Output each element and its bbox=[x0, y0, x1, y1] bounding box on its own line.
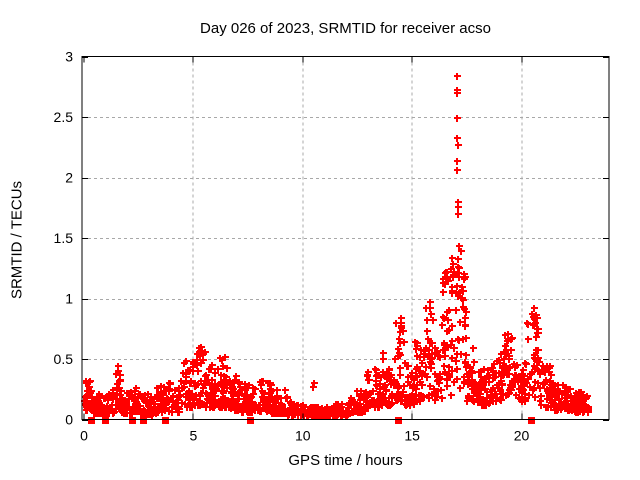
x-tick-label: 5 bbox=[189, 428, 197, 444]
y-tick-label: 1 bbox=[65, 291, 73, 307]
data-points bbox=[81, 73, 592, 420]
gridlines bbox=[82, 56, 609, 420]
y-tick-label: 2.5 bbox=[54, 109, 74, 125]
tick-labels: 0 5 10 15 20 0 0.5 1 1.5 2 2.5 3 bbox=[54, 49, 530, 444]
y-tick-label: 2 bbox=[65, 170, 73, 186]
x-tick-label: 10 bbox=[295, 428, 311, 444]
y-tick-label: 0 bbox=[65, 412, 73, 428]
zero-marker-square bbox=[88, 417, 95, 424]
x-tick-label: 0 bbox=[80, 428, 88, 444]
zero-markers bbox=[88, 417, 535, 424]
y-tick-label: 0.5 bbox=[54, 351, 74, 367]
zero-marker-square bbox=[102, 417, 109, 424]
zero-marker-square bbox=[140, 417, 147, 424]
x-axis-label: GPS time / hours bbox=[288, 452, 403, 469]
zero-marker-square bbox=[395, 417, 402, 424]
chart-title: Day 026 of 2023, SRMTID for receiver acs… bbox=[200, 20, 491, 37]
axes bbox=[81, 56, 610, 421]
zero-marker-square bbox=[247, 417, 254, 424]
x-tick-label: 15 bbox=[404, 428, 420, 444]
x-tick-label: 20 bbox=[514, 428, 530, 444]
y-tick-label: 1.5 bbox=[54, 230, 74, 246]
zero-marker-square bbox=[162, 417, 169, 424]
zero-marker-square bbox=[129, 417, 136, 424]
zero-marker-square bbox=[528, 417, 535, 424]
y-tick-label: 3 bbox=[65, 49, 73, 65]
